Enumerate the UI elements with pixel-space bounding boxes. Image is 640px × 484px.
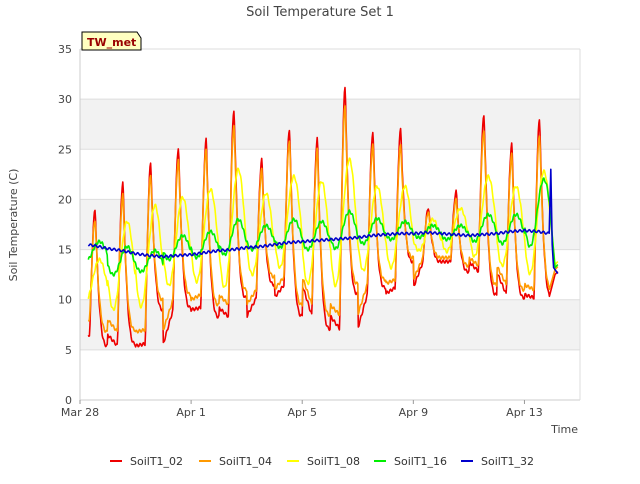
legend-label: SoilT1_16 xyxy=(394,455,447,468)
series-lines xyxy=(87,86,559,348)
chart-title: Soil Temperature Set 1 xyxy=(246,5,394,20)
x-tick-label: Apr 13 xyxy=(506,406,543,419)
legend-label: SoilT1_02 xyxy=(130,455,183,468)
legend: SoilT1_02 SoilT1_04 SoilT1_08 SoilT1_16 Soil… xyxy=(110,455,534,468)
y-tick-label: 35 xyxy=(58,43,72,56)
y-axis-label: Soil Temperature (C) xyxy=(7,169,20,282)
series-line-soilt1-08 xyxy=(87,157,559,312)
grid-band xyxy=(80,99,580,150)
x-tick-label: Mar 28 xyxy=(61,406,99,419)
axes: 0 5 10 15 20 25 30 35 Mar 28 Apr 1 Apr 5 Apr 9 Apr 1… xyxy=(58,43,581,419)
x-tick-label: Apr 1 xyxy=(176,406,206,419)
y-tick-label: 25 xyxy=(58,143,72,156)
grid-bands xyxy=(80,48,580,401)
series-line-soilt1-32 xyxy=(87,168,559,275)
y-tick-label: 0 xyxy=(65,394,72,407)
site-badge-label: TW_met xyxy=(87,36,136,49)
legend-label: SoilT1_08 xyxy=(307,455,360,468)
y-tick-label: 15 xyxy=(58,244,72,257)
y-tick-label: 5 xyxy=(65,344,72,357)
y-tick-label: 30 xyxy=(58,93,72,106)
y-tick-label: 10 xyxy=(58,294,72,307)
legend-label: SoilT1_04 xyxy=(219,455,272,468)
x-tick-label: Apr 5 xyxy=(287,406,317,419)
site-badge: TW_met xyxy=(81,31,142,51)
x-axis-label: Time xyxy=(550,423,578,436)
legend-label: SoilT1_32 xyxy=(481,455,534,468)
x-tick-label: Apr 9 xyxy=(399,406,429,419)
y-tick-label: 20 xyxy=(58,193,72,206)
